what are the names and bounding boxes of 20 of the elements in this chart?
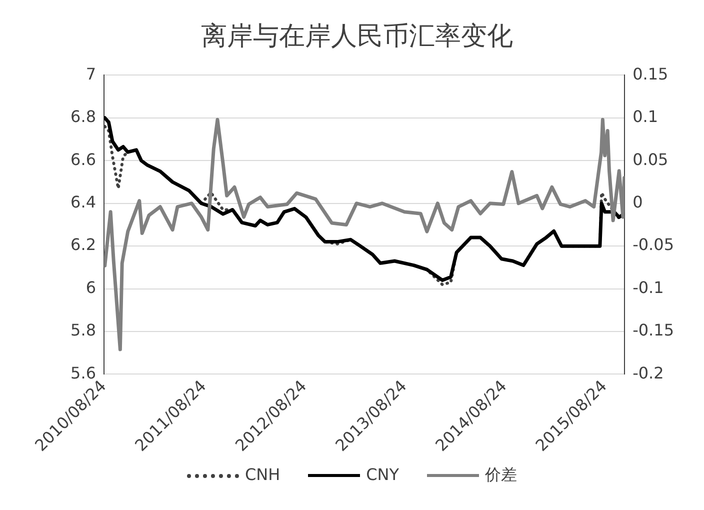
y2-tick-label: 0.1 [632,107,658,126]
legend-label: CNY [366,465,400,484]
y2-tick-label: -0.05 [632,235,674,254]
y-tick-label: 6 [86,278,96,297]
y-tick-label: 6.6 [70,150,96,169]
y-tick-label: 6.8 [70,107,96,126]
y-tick-label: 7 [86,64,96,84]
legend-label: CNH [244,465,280,484]
y2-tick-label: 0 [632,192,643,212]
y-tick-label: 6.4 [70,192,96,212]
y-tick-label: 5.6 [70,363,96,382]
y-tick-label: 6.2 [70,235,96,254]
legend-label: 价差 [485,465,518,484]
y2-tick-label: -0.15 [632,320,674,340]
y2-tick-label: -0.2 [632,363,664,382]
y2-tick-label: 0.05 [632,150,668,169]
y-tick-label: 5.8 [70,320,96,340]
y2-tick-label: -0.1 [632,278,664,297]
chart-title: 离岸与在岸人民币汇率变化 [201,21,513,52]
y2-tick-label: 0.15 [632,64,668,84]
